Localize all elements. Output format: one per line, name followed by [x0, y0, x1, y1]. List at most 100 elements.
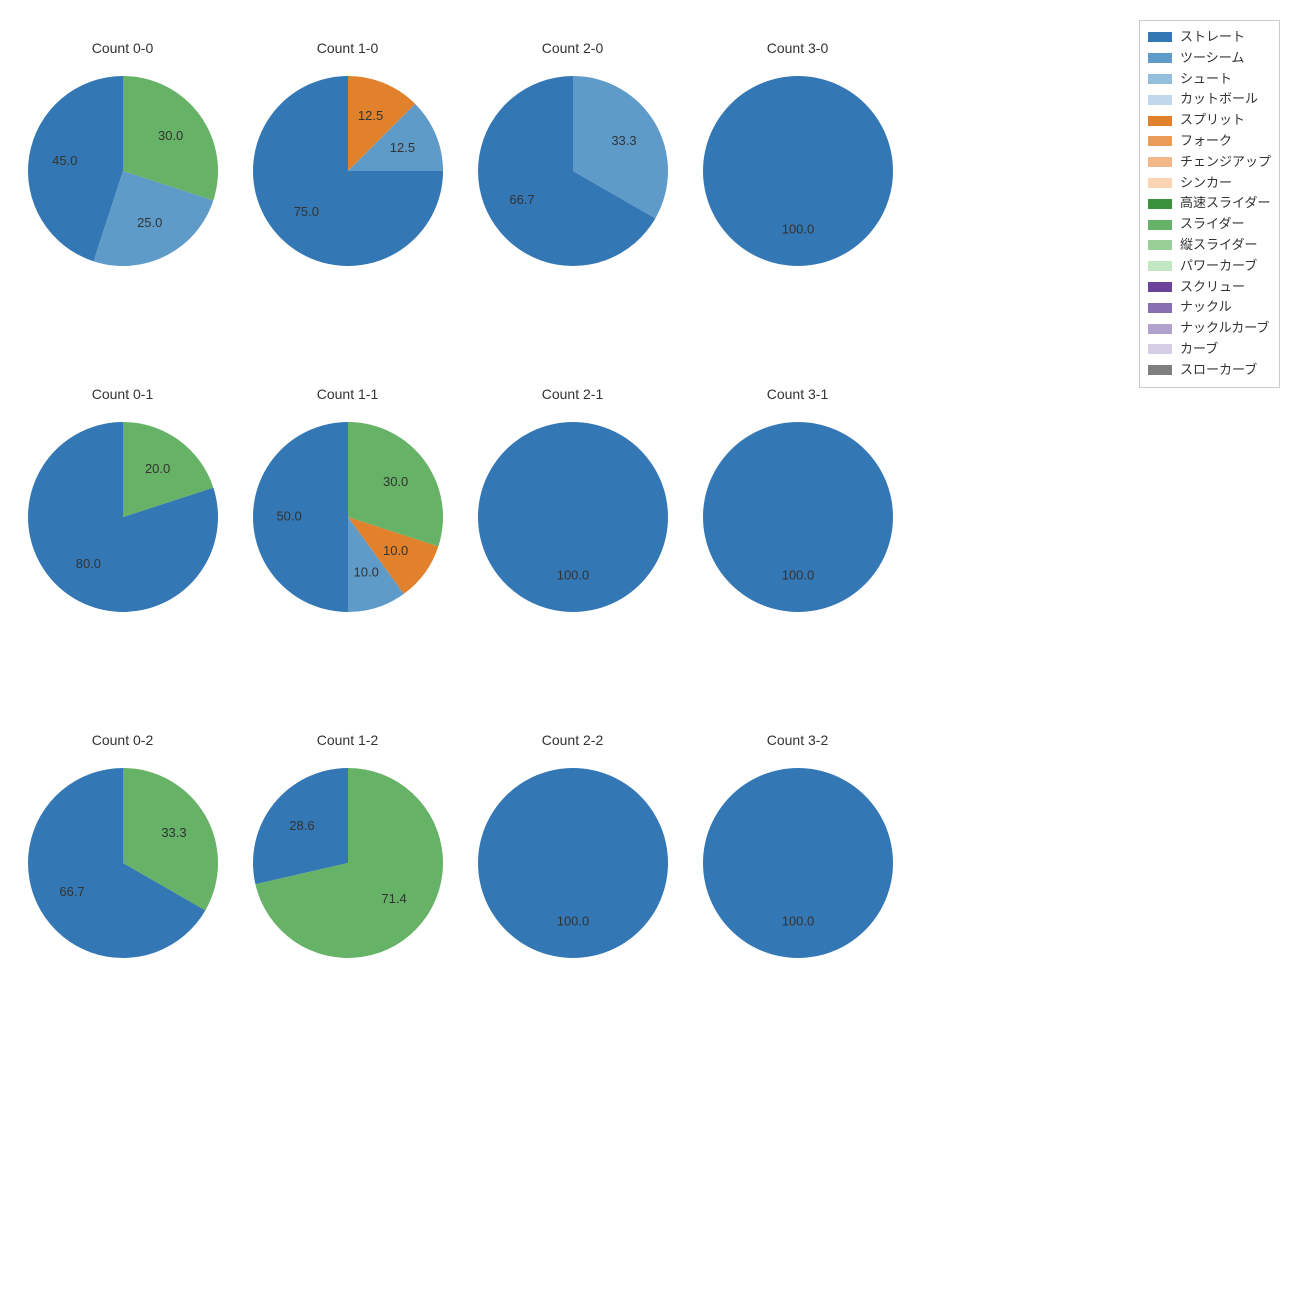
slice-label: 100.0	[556, 913, 589, 928]
legend-label: ナックルカーブ	[1180, 318, 1269, 339]
legend-label: スローカーブ	[1180, 360, 1257, 381]
chart-cell: Count 1-075.012.512.5	[245, 40, 450, 266]
slice-label: 33.3	[161, 825, 186, 840]
pie-wrap: 80.0 20.0	[28, 422, 218, 612]
legend-label: シンカー	[1180, 173, 1232, 194]
slice-label: 100.0	[556, 567, 589, 582]
chart-cell: Count 1-150.010.010.030.0	[245, 386, 450, 612]
pie-slice	[703, 76, 893, 266]
legend-label: チェンジアップ	[1180, 152, 1271, 173]
legend-row: チェンジアップ	[1148, 152, 1271, 173]
pie-slice	[703, 768, 893, 958]
legend-label: パワーカーブ	[1180, 256, 1257, 277]
legend-row: ツーシーム	[1148, 48, 1271, 69]
chart-title: Count 3-1	[767, 386, 828, 402]
legend-swatch	[1148, 324, 1172, 334]
legend-label: ツーシーム	[1180, 48, 1244, 69]
pie-slice	[478, 768, 668, 958]
legend-label: カットボール	[1180, 89, 1258, 110]
legend-swatch	[1148, 136, 1172, 146]
slice-label: 28.6	[289, 818, 314, 833]
legend-label: カーブ	[1180, 339, 1218, 360]
chart-title: Count 3-0	[767, 40, 828, 56]
slice-label: 20.0	[144, 461, 169, 476]
legend-row: シンカー	[1148, 173, 1271, 194]
legend-row: ストレート	[1148, 27, 1271, 48]
slice-label: 30.0	[157, 128, 182, 143]
legend: ストレートツーシームシュートカットボールスプリットフォークチェンジアップシンカー…	[1139, 20, 1280, 388]
slice-label: 50.0	[276, 508, 301, 523]
legend-row: シュート	[1148, 69, 1271, 90]
chart-cell: Count 3-1 100.0	[695, 386, 900, 612]
legend-swatch	[1148, 365, 1172, 375]
slice-label: 100.0	[781, 567, 814, 582]
chart-title: Count 3-2	[767, 732, 828, 748]
pie-chart: 50.010.010.030.0	[253, 422, 443, 612]
legend-label: スプリット	[1180, 110, 1245, 131]
legend-label: スライダー	[1180, 214, 1244, 235]
pie-chart: 100.0	[703, 422, 893, 612]
chart-title: Count 0-2	[92, 732, 153, 748]
chart-title: Count 1-2	[317, 732, 378, 748]
chart-title: Count 2-0	[542, 40, 603, 56]
chart-cell: Count 2-2 100.0	[470, 732, 675, 958]
legend-swatch	[1148, 282, 1172, 292]
legend-swatch	[1148, 240, 1172, 250]
legend-label: ナックル	[1180, 297, 1232, 318]
pie-grid: Count 0-045.025.030.0Count 1-075.012.512…	[20, 40, 900, 958]
legend-swatch	[1148, 261, 1172, 271]
chart-cell: Count 0-1 80.0 20.0	[20, 386, 225, 612]
slice-label: 100.0	[781, 221, 814, 236]
legend-label: スクリュー	[1180, 277, 1245, 298]
slice-label: 33.3	[611, 133, 636, 148]
slice-label: 75.0	[293, 204, 318, 219]
legend-swatch	[1148, 199, 1172, 209]
pie-wrap: 100.0	[478, 768, 668, 958]
pie-wrap: 100.0	[703, 422, 893, 612]
legend-row: パワーカーブ	[1148, 256, 1271, 277]
pie-wrap: 50.010.010.030.0	[253, 422, 443, 612]
legend-swatch	[1148, 116, 1172, 126]
pie-wrap: 66.7 33.3	[28, 768, 218, 958]
legend-swatch	[1148, 178, 1172, 188]
legend-swatch	[1148, 157, 1172, 167]
pie-chart: 28.671.4	[253, 768, 443, 958]
legend-row: 高速スライダー	[1148, 193, 1271, 214]
legend-swatch	[1148, 344, 1172, 354]
slice-label: 66.7	[59, 884, 84, 899]
slice-label: 30.0	[382, 474, 407, 489]
pie-wrap: 100.0	[478, 422, 668, 612]
pie-wrap: 66.7 33.3	[478, 76, 668, 266]
pie-wrap: 75.012.512.5	[253, 76, 443, 266]
chart-cell: Count 3-0 100.0	[695, 40, 900, 266]
pie-slice	[478, 422, 668, 612]
pie-chart: 100.0	[478, 768, 668, 958]
legend-label: 高速スライダー	[1180, 193, 1270, 214]
legend-row: スクリュー	[1148, 277, 1271, 298]
legend-row: スローカーブ	[1148, 360, 1271, 381]
chart-title: Count 1-1	[317, 386, 378, 402]
slice-label: 10.0	[353, 564, 378, 579]
slice-label: 80.0	[75, 556, 100, 571]
chart-title: Count 0-1	[92, 386, 153, 402]
legend-row: 縦スライダー	[1148, 235, 1271, 256]
chart-title: Count 2-2	[542, 732, 603, 748]
legend-row: スプリット	[1148, 110, 1271, 131]
pie-slice	[703, 422, 893, 612]
legend-label: フォーク	[1180, 131, 1232, 152]
pie-chart: 45.025.030.0	[28, 76, 218, 266]
chart-cell: Count 1-2 28.671.4	[245, 732, 450, 958]
legend-label: シュート	[1180, 69, 1232, 90]
pie-wrap: 100.0	[703, 76, 893, 266]
pie-chart: 100.0	[703, 76, 893, 266]
legend-row: フォーク	[1148, 131, 1271, 152]
pie-chart: 100.0	[703, 768, 893, 958]
legend-swatch	[1148, 32, 1172, 42]
slice-label: 66.7	[509, 192, 534, 207]
legend-swatch	[1148, 53, 1172, 63]
legend-swatch	[1148, 303, 1172, 313]
slice-label: 100.0	[781, 913, 814, 928]
pie-chart: 80.0 20.0	[28, 422, 218, 612]
chart-cell: Count 0-045.025.030.0	[20, 40, 225, 266]
chart-cell: Count 2-0 66.7 33.3	[470, 40, 675, 266]
